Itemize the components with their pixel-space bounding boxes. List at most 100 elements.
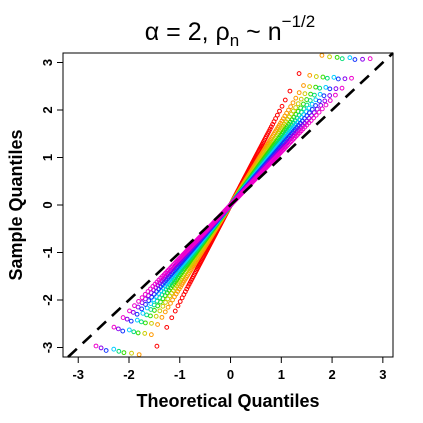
data-point bbox=[304, 102, 310, 108]
data-point bbox=[319, 52, 325, 58]
data-point bbox=[277, 108, 282, 114]
data-point bbox=[132, 303, 137, 309]
data-point bbox=[320, 74, 326, 80]
data-point bbox=[293, 95, 299, 101]
data-point bbox=[308, 91, 314, 97]
data-point bbox=[307, 72, 313, 78]
data-point bbox=[129, 350, 134, 356]
data-point bbox=[298, 109, 304, 115]
data-point bbox=[162, 309, 168, 315]
data-point bbox=[342, 76, 348, 82]
data-point bbox=[347, 55, 353, 61]
data-point bbox=[168, 300, 173, 306]
data-point bbox=[307, 84, 312, 90]
data-point bbox=[98, 345, 104, 351]
chart-title: α = 2, ρn ~ n−1/2 bbox=[145, 12, 315, 50]
data-point bbox=[313, 74, 319, 79]
y-tick-label: 0 bbox=[40, 201, 55, 208]
data-point bbox=[175, 303, 181, 309]
data-point bbox=[316, 109, 322, 115]
y-axis: -3 -2 -1 0 1 2 3 bbox=[40, 59, 63, 353]
data-point bbox=[288, 104, 294, 110]
x-tick-label: -1 bbox=[174, 367, 186, 382]
data-point bbox=[155, 322, 160, 327]
data-point bbox=[327, 98, 333, 103]
data-point bbox=[290, 100, 296, 106]
data-point bbox=[136, 352, 142, 358]
data-point bbox=[171, 262, 177, 268]
y-tick-label: 2 bbox=[40, 106, 55, 113]
data-point bbox=[339, 56, 345, 62]
data-point bbox=[111, 324, 117, 330]
data-point bbox=[293, 105, 299, 110]
data-point bbox=[103, 348, 109, 353]
x-tick-label: -3 bbox=[72, 367, 84, 382]
data-point bbox=[124, 316, 130, 322]
data-point bbox=[352, 57, 358, 62]
data-point bbox=[145, 289, 151, 294]
data-point bbox=[311, 115, 316, 121]
data-point bbox=[126, 327, 132, 333]
data-point bbox=[138, 319, 144, 325]
data-point bbox=[313, 103, 318, 108]
data-point bbox=[131, 329, 137, 335]
data-point bbox=[339, 85, 345, 91]
data-point bbox=[93, 343, 99, 349]
data-point bbox=[334, 54, 340, 60]
data-point bbox=[286, 107, 291, 113]
data-point bbox=[333, 86, 339, 92]
data-point bbox=[130, 309, 136, 315]
y-axis-label: Sample Quantiles bbox=[6, 129, 26, 280]
data-point bbox=[164, 324, 170, 330]
y-tick-label: 3 bbox=[40, 59, 55, 66]
data-point bbox=[301, 83, 306, 88]
data-point bbox=[295, 101, 301, 107]
data-point bbox=[120, 315, 126, 320]
data-point bbox=[327, 86, 333, 92]
data-point bbox=[139, 306, 145, 312]
y-tick-label: -1 bbox=[40, 247, 55, 259]
reference-line bbox=[67, 52, 394, 358]
data-point bbox=[335, 76, 341, 82]
data-point bbox=[327, 93, 333, 98]
data-point bbox=[121, 350, 127, 356]
data-point bbox=[279, 103, 285, 109]
data-point bbox=[313, 84, 319, 90]
data-point bbox=[111, 346, 117, 352]
y-tick-label: -3 bbox=[40, 342, 55, 354]
data-point bbox=[313, 112, 319, 118]
data-point bbox=[284, 143, 290, 149]
data-point bbox=[140, 310, 146, 316]
data-point bbox=[177, 299, 183, 304]
data-point bbox=[127, 308, 132, 314]
data-point bbox=[268, 124, 274, 130]
data-point bbox=[148, 332, 154, 338]
data-point bbox=[296, 71, 302, 76]
data-point bbox=[165, 304, 171, 310]
data-point bbox=[287, 88, 293, 94]
data-point bbox=[302, 91, 308, 97]
y-tick-label: -2 bbox=[40, 294, 55, 306]
data-point bbox=[159, 314, 165, 320]
data-point bbox=[367, 56, 373, 62]
data-point bbox=[148, 313, 153, 319]
x-tick-label: 1 bbox=[278, 367, 285, 382]
data-point bbox=[149, 320, 154, 326]
data-point bbox=[349, 75, 354, 81]
data-point bbox=[317, 85, 323, 91]
data-point bbox=[360, 56, 365, 62]
x-tick-label: 0 bbox=[227, 367, 234, 382]
data-point bbox=[308, 118, 314, 123]
data-point bbox=[274, 112, 280, 118]
data-point bbox=[324, 75, 330, 81]
data-point bbox=[116, 348, 122, 354]
data-point bbox=[298, 96, 304, 102]
data-point bbox=[157, 308, 163, 314]
data-point bbox=[327, 54, 332, 60]
data-point bbox=[153, 313, 159, 319]
x-tick-label: 2 bbox=[328, 367, 335, 382]
data-point bbox=[307, 98, 313, 103]
data-point bbox=[290, 108, 296, 114]
data-point bbox=[282, 97, 288, 103]
